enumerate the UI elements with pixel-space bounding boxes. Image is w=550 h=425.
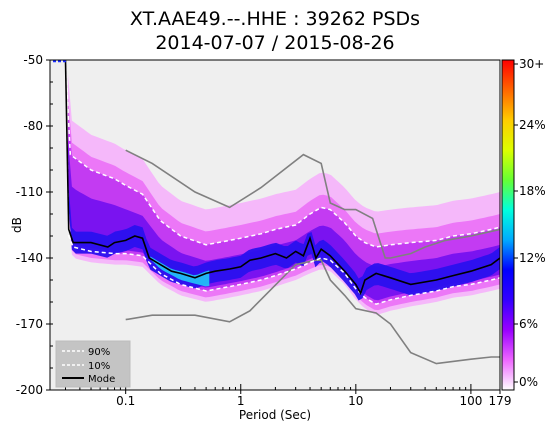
y-tick-label: -50 — [23, 53, 43, 67]
y-axis-label: dB — [10, 217, 24, 233]
y-axis-ticks: -50 -80 -110 -140 -170 -200 — [16, 53, 53, 397]
density-core-band — [67, 138, 500, 301]
legend-label-mode: Mode — [88, 374, 115, 385]
x-axis-label: Period (Sec) — [239, 408, 311, 422]
colorbar-tick-label: 30+ — [519, 57, 544, 71]
psd-density-heatmap — [67, 73, 500, 315]
colorbar-tick-label: 12% — [519, 251, 546, 265]
x-tick-label: 1 — [237, 394, 245, 408]
y-tick-label: -140 — [16, 251, 43, 265]
legend-label-90: 90% — [88, 347, 110, 358]
y-tick-label: -170 — [16, 317, 43, 331]
colorbar-ticks: 0% 6% 12% 18% 24% 30+ — [514, 57, 546, 389]
colorbar-tick-label: 24% — [519, 118, 546, 132]
legend-label-10: 10% — [88, 361, 110, 372]
percentile-lines — [53, 60, 500, 365]
colorbar-tick-label: 6% — [519, 317, 538, 331]
x-axis-ticks: 0.1 1 10 100 179 — [65, 384, 512, 408]
colorbar-tick-label: 18% — [519, 184, 546, 198]
legend-box — [55, 340, 131, 388]
mode-line — [64, 60, 500, 296]
x-tick-label: 10 — [348, 394, 363, 408]
high-noise-model-line — [125, 149, 500, 259]
chart-title-line-2: 2014-07-07 / 2015-08-26 — [155, 32, 394, 54]
y-tick-label: -110 — [16, 185, 43, 199]
y-tick-label: -200 — [16, 383, 43, 397]
percentile-10-line — [64, 60, 500, 306]
x-tick-label: 179 — [489, 394, 512, 408]
percentile-90-line — [64, 60, 500, 248]
low-noise-model-line — [125, 259, 500, 365]
density-high-patch — [150, 256, 210, 287]
density-peak-band — [67, 177, 500, 301]
colorbar-tick-label: 0% — [519, 375, 538, 389]
y-tick-label: -80 — [23, 119, 43, 133]
colorbar — [501, 59, 515, 391]
legend: 90% 10% Mode — [55, 340, 131, 388]
x-tick-label: 100 — [459, 394, 482, 408]
chart-title-line-1: XT.AAE49.--.HHE : 39262 PSDs — [130, 8, 420, 30]
x-tick-label: 0.1 — [116, 394, 135, 408]
